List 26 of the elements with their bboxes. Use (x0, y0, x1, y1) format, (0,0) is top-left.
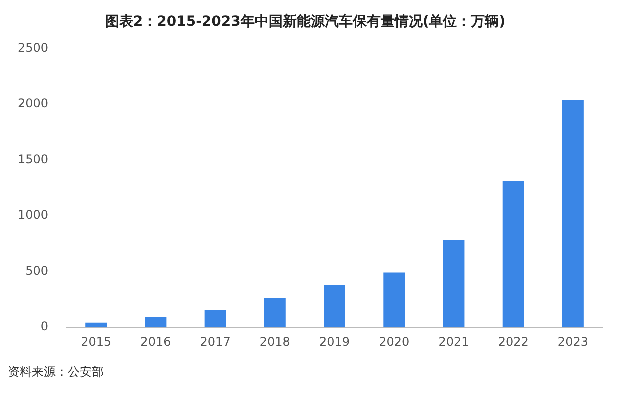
chart-title: 图表2：2015-2023年中国新能源汽车保有量情况(单位：万辆) (105, 13, 506, 30)
y-tick-label: 1000 (18, 208, 49, 222)
x-tick-label: 2020 (379, 334, 410, 349)
x-tick-label: 2021 (438, 334, 470, 349)
x-tick-label: 2022 (498, 334, 529, 349)
x-tick-label: 2023 (558, 334, 588, 349)
bar (264, 298, 286, 328)
x-tick-label: 2016 (140, 334, 172, 349)
bar (204, 310, 226, 328)
y-tick-label: 0 (40, 320, 49, 334)
bar (443, 240, 465, 328)
y-tick-label: 2000 (18, 96, 49, 111)
bar (86, 322, 108, 328)
x-tick-label: 2015 (81, 334, 112, 349)
y-tick-label: 500 (26, 264, 49, 278)
y-tick-label: 1500 (18, 152, 49, 166)
y-tick-label: 2500 (18, 40, 49, 55)
bar (502, 182, 524, 328)
x-tick-label: 2019 (319, 334, 350, 349)
x-tick-label: 2017 (200, 334, 231, 349)
bar (145, 317, 167, 328)
text: 资料来源：公安部 (8, 364, 105, 381)
bar (384, 272, 406, 328)
x-tick-label: 2018 (260, 334, 290, 349)
bar (562, 100, 584, 328)
bar (324, 285, 346, 328)
